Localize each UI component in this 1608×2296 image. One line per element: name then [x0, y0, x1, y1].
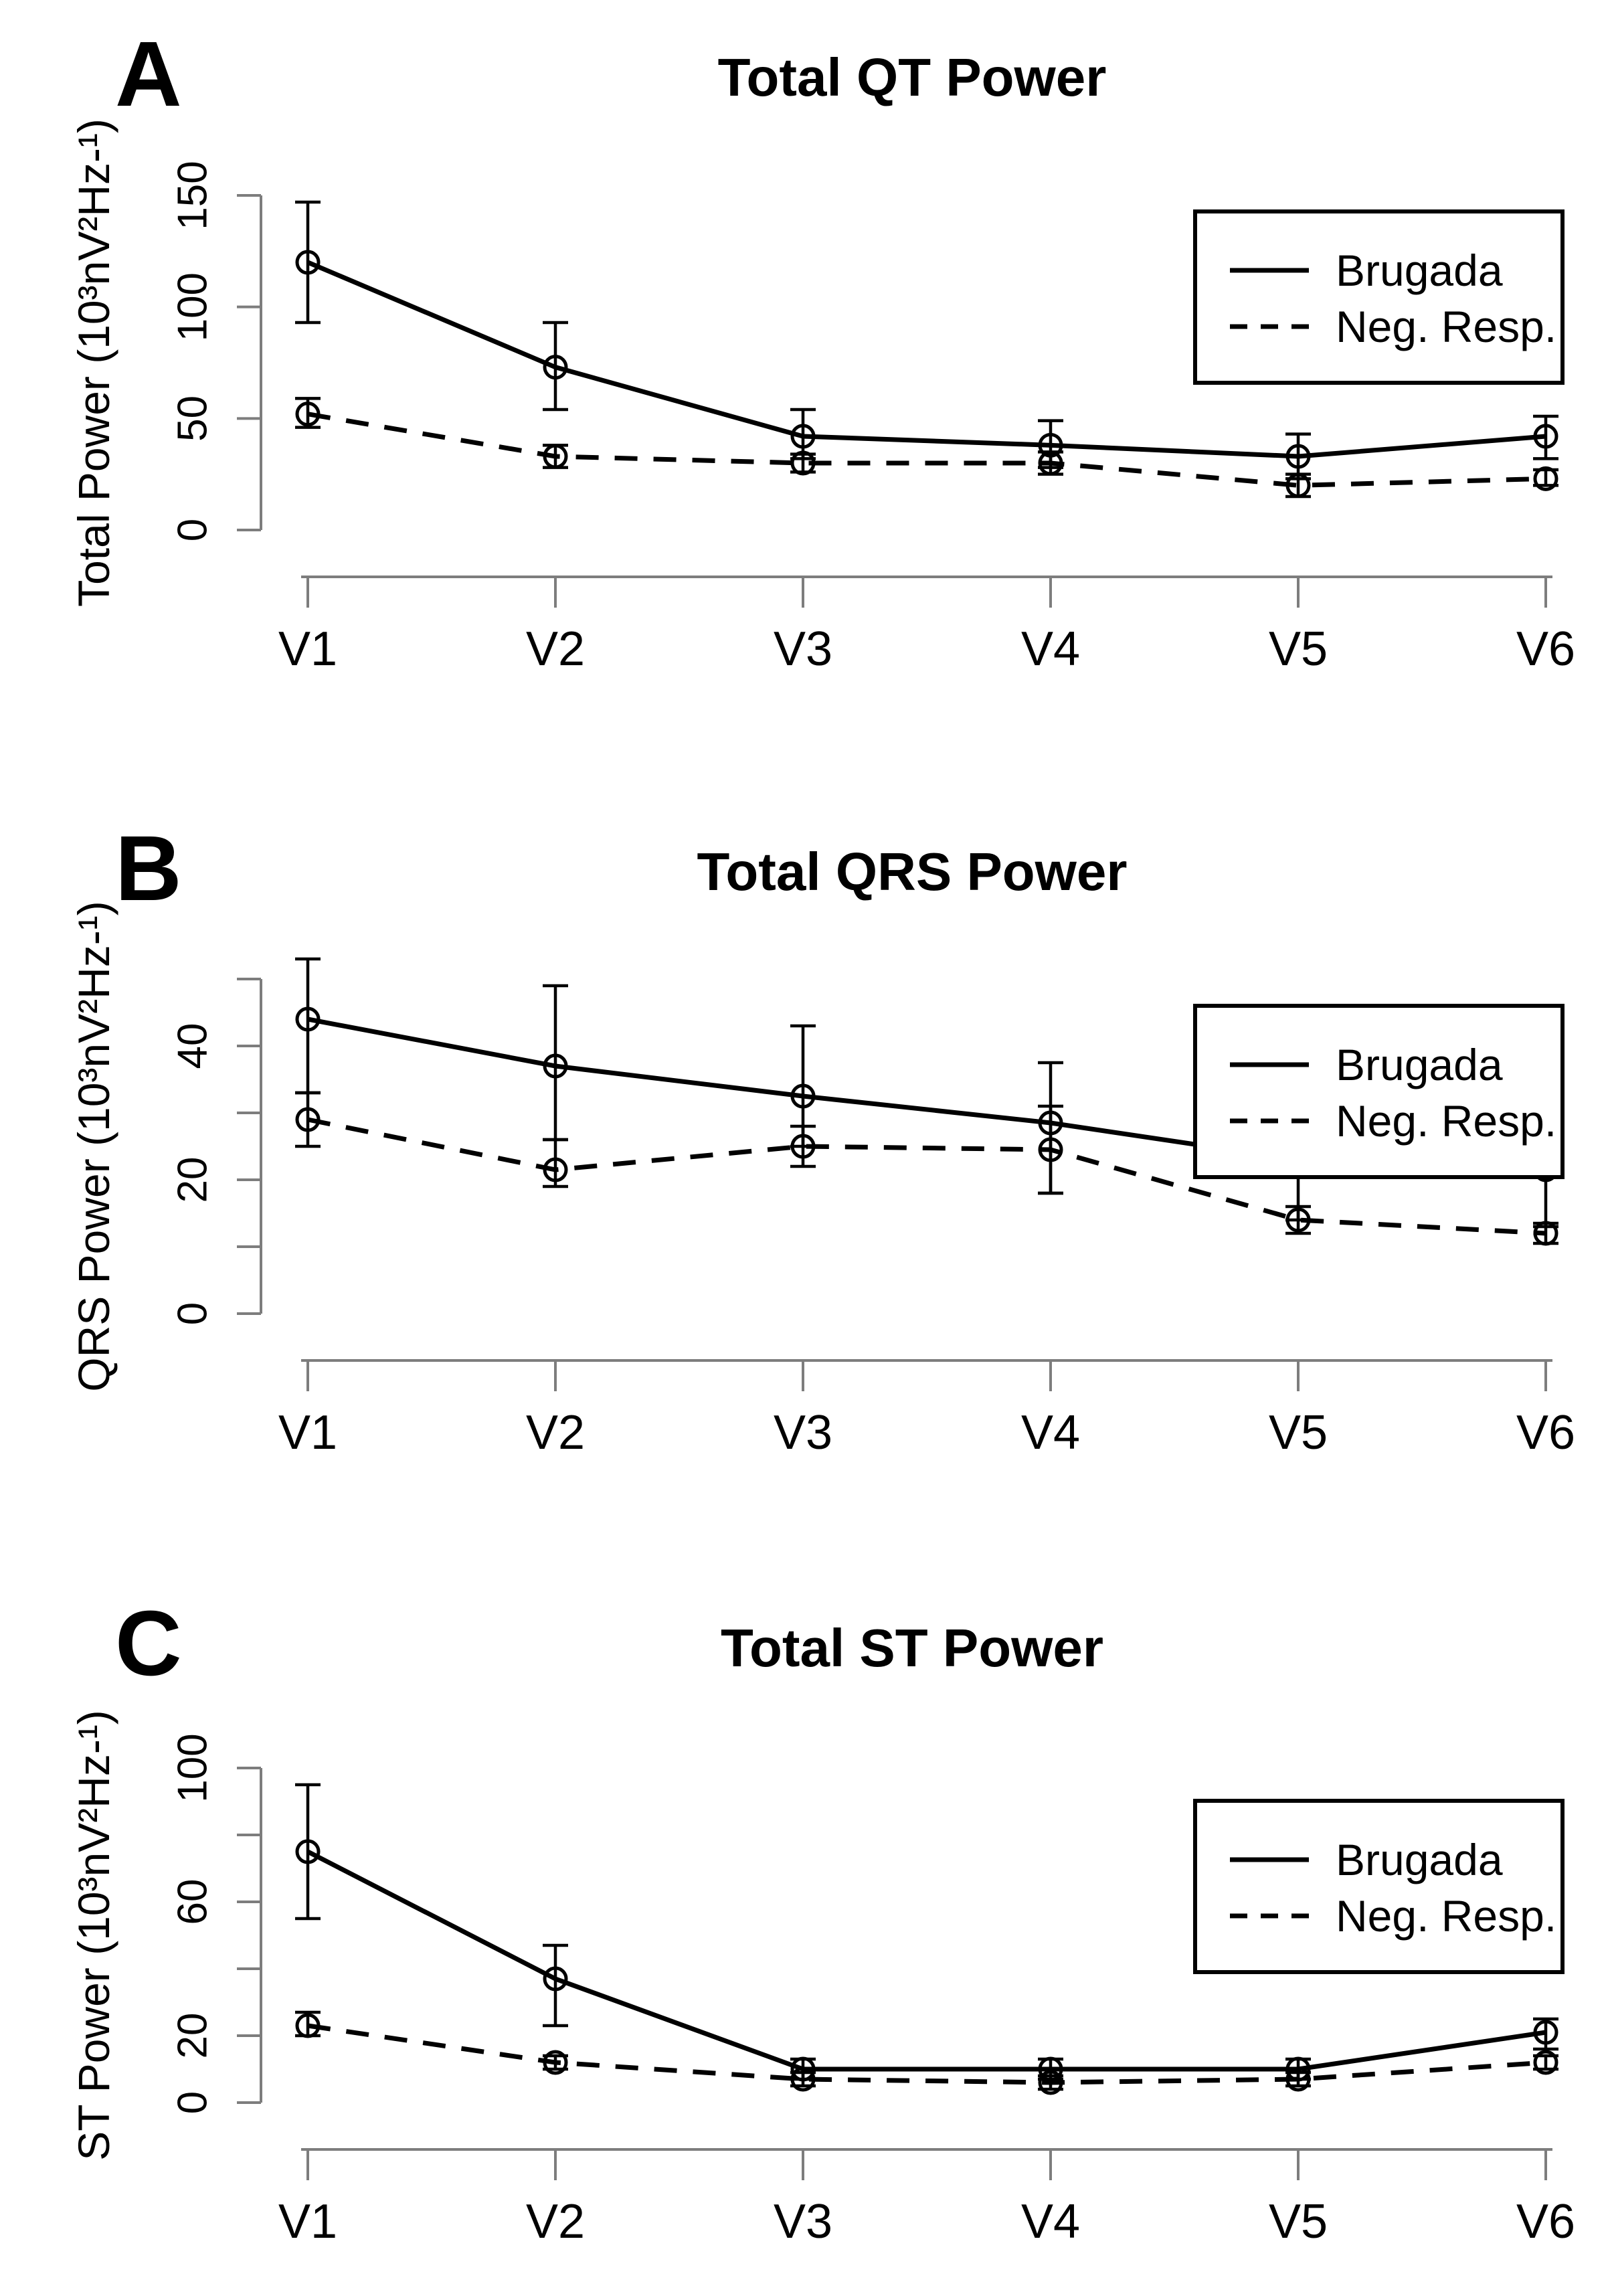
panel-title-a: Total QT Power [717, 48, 1107, 107]
data-point-circle [295, 402, 321, 427]
y-axis-title: Total Power (10³nV²Hz-¹) [69, 118, 118, 607]
x-category-label: V5 [1269, 2195, 1328, 2248]
y-tick-label: 40 [170, 1023, 216, 1069]
data-point-circle [543, 444, 568, 469]
legend-label: Brugada [1336, 246, 1503, 295]
data-point-circle [543, 2050, 568, 2075]
legend-label: Neg. Resp. [1336, 1891, 1556, 1941]
y-tick-label: 100 [170, 272, 216, 341]
panel-label-a: A [115, 23, 182, 126]
data-point-circle [1533, 2050, 1558, 2075]
data-point-circle [1533, 2020, 1558, 2045]
panel-b: B Total QRS Power 0 20 40 QRS Power (10³nV²… [0, 765, 1608, 1530]
legend-label: Neg. Resp. [1336, 1096, 1556, 1146]
data-point-circle [1038, 2070, 1063, 2095]
panel-label-c: C [115, 1592, 182, 1695]
panel-c: C Total ST Power 0 20 60 100 ST Power (10³nV… [0, 1530, 1608, 2295]
y-tick-label: 0 [170, 2091, 216, 2114]
x-category-label: V6 [1516, 1406, 1575, 1460]
series-line-dashed [307, 412, 1546, 488]
data-point-circle [790, 2056, 816, 2082]
y-axis-title: QRS Power (10³nV²Hz-¹) [69, 901, 118, 1391]
legend-box [1193, 209, 1565, 385]
data-point-circle [1285, 1207, 1311, 1233]
panel-title-b: Total QRS Power [697, 842, 1128, 901]
series-line-dashed [307, 2023, 1546, 2085]
y-tick-label: 50 [170, 395, 216, 442]
y-tick-label: 60 [170, 1879, 216, 1925]
chart-total-qt-power: 0 50 100 150 Total Power (10³nV²Hz-¹) V1 V2 V3 V… [69, 118, 1575, 676]
data-point-circle [1533, 424, 1558, 449]
data-point-circle [295, 1006, 321, 1032]
data-point-circle [1038, 2056, 1063, 2082]
legend-label: Neg. Resp. [1336, 302, 1556, 351]
data-point-circle [1285, 444, 1311, 469]
data-point-circle [295, 2013, 321, 2038]
data-point-circle [295, 250, 321, 275]
x-category-label: V2 [526, 1406, 585, 1460]
data-point-circle [1038, 1110, 1063, 1136]
x-category-label: V4 [1021, 2195, 1080, 2248]
panel-a: A Total QT Power 0 50 100 150 Total Power (1… [0, 0, 1608, 765]
x-category-label: V6 [1516, 622, 1575, 676]
x-category-label: V5 [1269, 622, 1328, 676]
data-point-circle [1038, 450, 1063, 476]
y-tick-label: 20 [170, 2013, 216, 2059]
data-point-circle [790, 2066, 816, 2092]
data-point-circle [1533, 1221, 1558, 1246]
x-category-label: V1 [278, 622, 337, 676]
y-tick-label: 20 [170, 1157, 216, 1203]
data-point-circle [1533, 466, 1558, 491]
data-point-circle [543, 1966, 568, 1992]
legend-label: Brugada [1336, 1835, 1503, 1884]
y-tick-label: 150 [170, 161, 216, 230]
data-point-circle [543, 355, 568, 380]
data-point-circle [790, 1134, 816, 1159]
panel-label-b: B [115, 817, 182, 920]
series-line-solid [306, 1849, 1546, 2072]
data-point-circle [1038, 432, 1063, 458]
data-point-circle [543, 1157, 568, 1182]
y-axis-title: ST Power (10³nV²Hz-¹) [69, 1710, 118, 2161]
data-point-circle [1285, 2066, 1311, 2092]
data-point-circle [790, 450, 816, 476]
series-line-dashed [307, 1117, 1546, 1236]
x-category-label: V1 [278, 1406, 337, 1460]
series-line-solid [306, 260, 1546, 459]
data-point-circle [790, 1083, 816, 1109]
x-category-label: V3 [774, 2195, 832, 2248]
chart-total-st-power: 0 20 60 100 ST Power (10³nV²Hz-¹) V1 V2 V3 V4 V5 V… [69, 1710, 1575, 2248]
data-point-circle [1038, 1137, 1063, 1162]
y-tick-label: 100 [170, 1733, 216, 1802]
x-category-label: V4 [1021, 622, 1080, 676]
legend-box [1193, 1004, 1565, 1179]
y-tick-label: 0 [170, 1302, 216, 1325]
x-category-label: V5 [1269, 1406, 1328, 1460]
panel-title-c: Total ST Power [721, 1618, 1103, 1678]
x-category-label: V2 [526, 622, 585, 676]
legend-box [1193, 1799, 1565, 1974]
legend-label: Brugada [1336, 1040, 1503, 1089]
data-point-circle [295, 1107, 321, 1132]
x-category-label: V1 [278, 2195, 337, 2248]
data-point-circle [1285, 472, 1311, 498]
chart-total-qrs-power: 0 20 40 QRS Power (10³nV²Hz-¹) V1 V2 V3 V4 V5 V6 B… [69, 901, 1575, 1460]
data-point-circle [790, 424, 816, 449]
x-category-label: V4 [1021, 1406, 1080, 1460]
data-point-circle [543, 1053, 568, 1079]
x-category-label: V3 [774, 622, 832, 676]
x-category-label: V6 [1516, 2195, 1575, 2248]
x-category-label: V2 [526, 2195, 585, 2248]
data-point-circle [295, 1839, 321, 1864]
x-category-label: V3 [774, 1406, 832, 1460]
data-point-circle [1285, 2056, 1311, 2082]
y-tick-label: 0 [170, 519, 216, 541]
